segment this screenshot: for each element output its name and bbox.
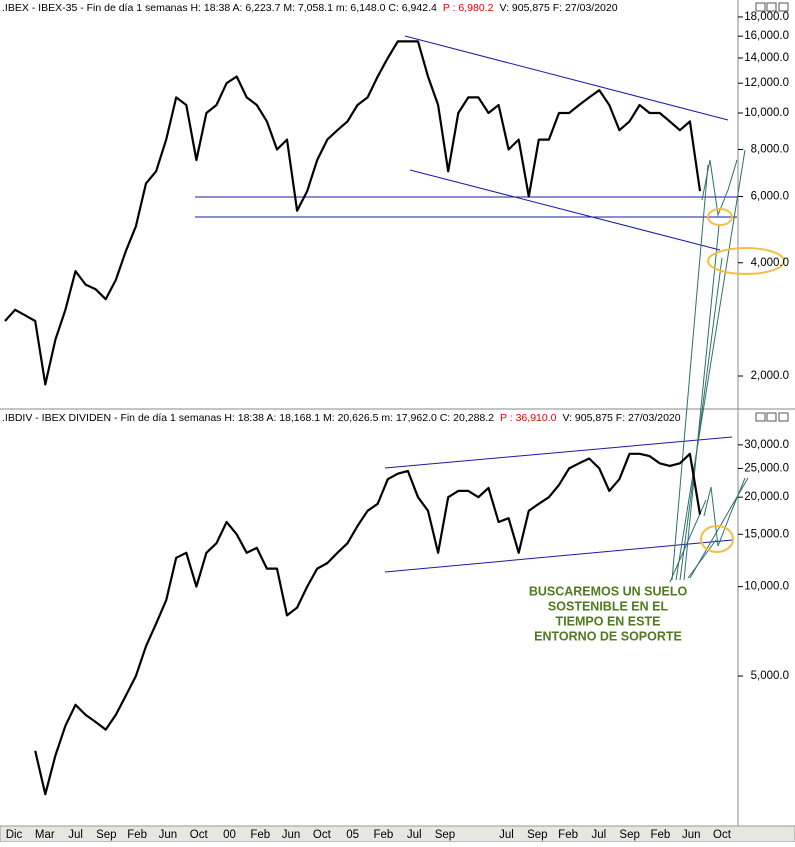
y-tick-label: 10,000.0 bbox=[744, 581, 789, 593]
y-tick-label: 2,000.0 bbox=[751, 370, 789, 382]
x-tick-label: Oct bbox=[313, 829, 332, 841]
x-tick-label: Sep bbox=[435, 829, 455, 841]
annotation: TIEMPO EN ESTE bbox=[556, 614, 661, 628]
x-tick-label: Jul bbox=[499, 829, 514, 841]
window-buttons[interactable] bbox=[755, 2, 789, 422]
header-part: .IBEX - IBEX-35 - Fin de día 1 semanas H… bbox=[2, 2, 437, 14]
x-tick-label: 00 bbox=[223, 829, 236, 841]
x-tick-label: Sep bbox=[619, 829, 639, 841]
panel-header: .IBEX - IBEX-35 - Fin de día 1 semanas H… bbox=[2, 2, 618, 14]
x-tick-label: Dic bbox=[6, 829, 23, 841]
projection-arrows bbox=[669, 149, 749, 583]
x-tick-label: Feb bbox=[127, 829, 147, 841]
x-tick-label: Jun bbox=[282, 829, 301, 841]
price-line bbox=[34, 452, 702, 796]
x-tick-label: Sep bbox=[527, 829, 547, 841]
panel-header: .IBDIV - IBEX DIVIDEN - Fin de día 1 sem… bbox=[2, 412, 681, 424]
x-tick-label: 05 bbox=[346, 829, 359, 841]
y-tick-label: 5,000.0 bbox=[751, 670, 789, 682]
x-tick-label: Feb bbox=[373, 829, 393, 841]
price-line bbox=[4, 40, 702, 386]
x-tick-label: Jun bbox=[682, 829, 701, 841]
x-tick-label: Feb bbox=[250, 829, 270, 841]
y-tick-label: 14,000.0 bbox=[744, 52, 789, 64]
x-tick-label: Oct bbox=[713, 829, 732, 841]
x-tick-label: Mar bbox=[35, 829, 55, 841]
x-tick-label: Jul bbox=[68, 829, 83, 841]
x-axis-band bbox=[0, 825, 795, 843]
header-part: V: 905,875 F: 27/03/2020 bbox=[499, 2, 617, 14]
header-part: P : 36,910.0 bbox=[500, 412, 557, 424]
annotation: SOSTENIBLE EN EL bbox=[548, 599, 669, 613]
header-part: V: 905,875 F: 27/03/2020 bbox=[562, 412, 680, 424]
x-tick-label: Jul bbox=[592, 829, 607, 841]
y-tick-label: 20,000.0 bbox=[744, 491, 789, 503]
y-tick-label: 16,000.0 bbox=[744, 30, 789, 42]
x-tick-label: Oct bbox=[190, 829, 209, 841]
header-part: P : 6,980.2 bbox=[443, 2, 494, 14]
x-tick-label: Sep bbox=[96, 829, 116, 841]
x-tick-label: Feb bbox=[558, 829, 578, 841]
header-part: .IBDIV - IBEX DIVIDEN - Fin de día 1 sem… bbox=[2, 412, 494, 424]
y-tick-label: 15,000.0 bbox=[744, 528, 789, 540]
annotation: ENTORNO DE SOPORTE bbox=[534, 629, 682, 643]
x-tick-label: Feb bbox=[651, 829, 671, 841]
y-tick-label: 30,000.0 bbox=[744, 439, 789, 451]
y-tick-label: 8,000.0 bbox=[751, 143, 789, 155]
annotation: BUSCAREMOS UN SUELO bbox=[529, 584, 688, 598]
y-tick-label: 12,000.0 bbox=[744, 77, 789, 89]
y-tick-label: 18,000.0 bbox=[744, 11, 789, 23]
y-tick-label: 4,000.0 bbox=[751, 257, 789, 269]
y-tick-label: 10,000.0 bbox=[744, 107, 789, 119]
highlight-circles bbox=[700, 208, 785, 553]
trend-lines bbox=[195, 35, 737, 573]
y-tick-label: 25,000.0 bbox=[744, 462, 789, 474]
y-tick-label: 6,000.0 bbox=[751, 191, 789, 203]
x-tick-label: Jul bbox=[407, 829, 422, 841]
x-tick-label: Jun bbox=[159, 829, 178, 841]
